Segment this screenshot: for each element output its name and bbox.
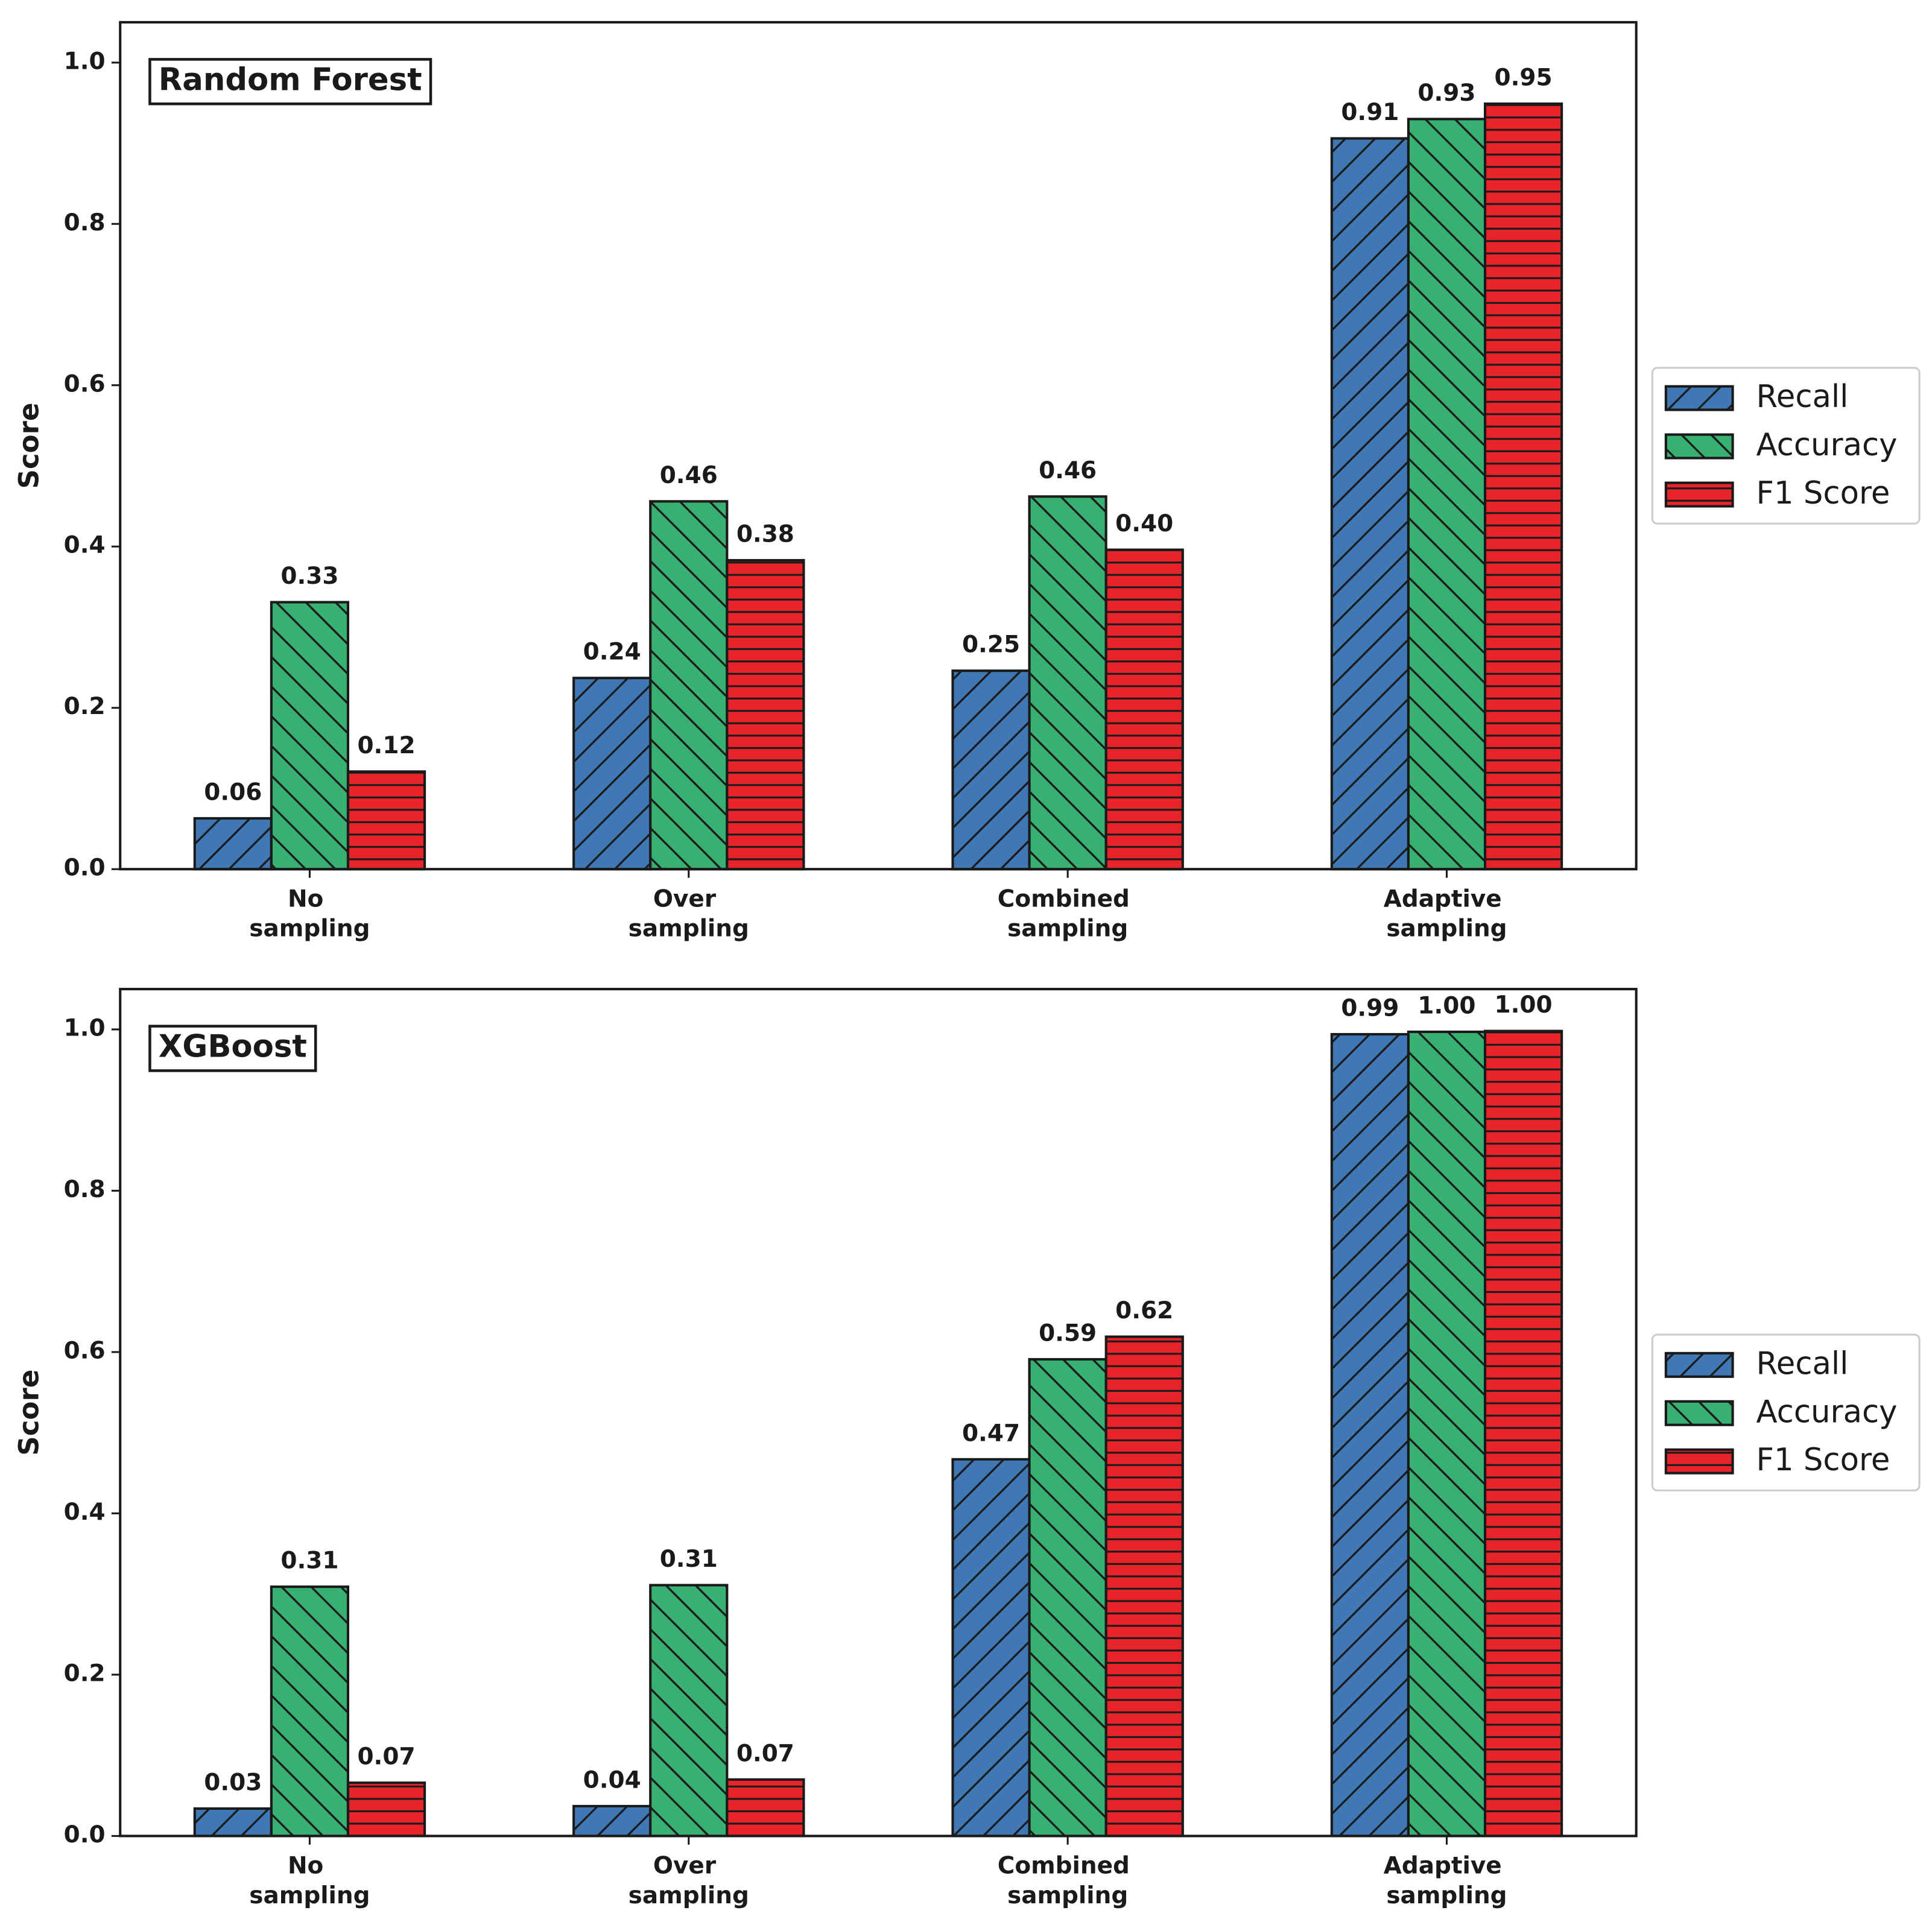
y-tick-label: 0.6: [64, 1337, 106, 1364]
legend-swatch: [1664, 433, 1734, 460]
legend-label: Recall: [1756, 379, 1849, 415]
bar: [270, 601, 350, 871]
value-label: 0.46: [660, 462, 718, 489]
legend: Recall Accuracy F1 Score: [1651, 1333, 1921, 1491]
legend: Recall Accuracy F1 Score: [1651, 367, 1921, 525]
legend-label: F1 Score: [1756, 1442, 1890, 1478]
title-box: [148, 58, 432, 106]
legend-swatch: [1664, 1400, 1734, 1426]
value-label: 0.31: [280, 1547, 338, 1575]
y-tick-label: 0.2: [64, 1660, 106, 1687]
y-tick-label: 0.4: [64, 532, 106, 559]
x-tick-label: Adaptive sampling: [1384, 1852, 1510, 1909]
legend-swatch: [1664, 1351, 1734, 1378]
x-tick-label: Adaptive sampling: [1384, 885, 1510, 942]
value-label: 0.99: [1341, 994, 1399, 1022]
y-tick-label: 0.2: [64, 693, 106, 720]
value-label: 0.06: [204, 779, 262, 806]
y-tick-label: 0.0: [64, 855, 106, 882]
x-tick-label: Over sampling: [629, 885, 749, 942]
bar: [649, 500, 729, 871]
y-tick-label: 1.0: [64, 1014, 106, 1042]
bar: [951, 669, 1031, 871]
bar: [1028, 1358, 1107, 1838]
bar: [726, 558, 805, 871]
legend-label: Accuracy: [1756, 1394, 1898, 1430]
value-label: 1.00: [1495, 991, 1553, 1019]
value-label: 0.46: [1039, 457, 1097, 484]
y-tick-label: 0.0: [64, 1821, 106, 1848]
x-tick-label: No sampling: [249, 1852, 370, 1909]
plot-frame: [119, 988, 1638, 1838]
value-label: 0.12: [357, 732, 415, 759]
legend-label: F1 Score: [1756, 475, 1890, 511]
bar: [1330, 137, 1410, 871]
value-label: 0.47: [962, 1420, 1020, 1447]
bar: [726, 1778, 805, 1838]
value-label: 0.62: [1115, 1297, 1173, 1324]
bar: [346, 770, 426, 871]
bar: [1104, 548, 1184, 871]
legend-swatch: [1664, 385, 1734, 411]
chart-title: Random Forest: [159, 62, 422, 98]
bar: [1330, 1032, 1410, 1838]
bar: [572, 1804, 652, 1838]
value-label: 0.24: [583, 639, 641, 666]
bar: [1104, 1335, 1184, 1838]
bar: [1483, 102, 1563, 871]
value-label: 0.40: [1115, 510, 1173, 537]
value-label: 0.04: [583, 1766, 641, 1794]
value-label: 0.07: [736, 1740, 794, 1767]
y-axis-label: Score: [13, 403, 45, 489]
y-tick-label: 0.4: [64, 1499, 106, 1526]
value-label: 0.31: [660, 1546, 718, 1573]
bar: [270, 1585, 350, 1838]
y-tick-label: 0.6: [64, 370, 106, 397]
legend-swatch: [1664, 1448, 1734, 1475]
x-tick-label: Over sampling: [629, 1852, 749, 1909]
value-label: 0.93: [1417, 80, 1475, 107]
bar: [1407, 1030, 1487, 1838]
chart-panel: 0.0 0.2 0.4 0.6 0.8 1.0 Score No sampling 0.06 0.…: [13, 21, 1921, 942]
y-tick-label: 0.8: [64, 209, 106, 236]
bar: [1028, 495, 1107, 871]
bar: [572, 677, 652, 871]
value-label: 1.00: [1417, 992, 1475, 1019]
bar: [193, 817, 273, 871]
chart-title: XGBoost: [159, 1028, 307, 1064]
value-label: 0.91: [1341, 99, 1399, 126]
bar: [951, 1458, 1031, 1838]
legend-label: Recall: [1756, 1345, 1849, 1382]
y-tick-label: 0.8: [64, 1176, 106, 1203]
plot-frame: [119, 21, 1638, 871]
value-label: 0.33: [280, 563, 338, 590]
value-label: 0.95: [1495, 64, 1553, 91]
value-label: 0.25: [962, 631, 1020, 659]
x-tick-label: Combined sampling: [998, 1852, 1138, 1909]
bar: [346, 1781, 426, 1838]
bar: [1483, 1029, 1563, 1838]
chart-panel: 0.0 0.2 0.4 0.6 0.8 1.0 Score No sampling 0.03 0.…: [13, 988, 1921, 1909]
bar: [1407, 118, 1487, 871]
bar: [193, 1807, 273, 1838]
y-tick-label: 1.0: [64, 48, 106, 75]
value-label: 0.59: [1039, 1320, 1097, 1347]
value-label: 0.03: [204, 1769, 262, 1796]
title-box: [148, 1025, 317, 1072]
x-tick-label: Combined sampling: [998, 885, 1138, 942]
x-tick-label: No sampling: [249, 885, 370, 942]
y-axis-label: Score: [13, 1370, 45, 1456]
value-label: 0.38: [736, 520, 794, 548]
legend-swatch: [1664, 481, 1734, 508]
bar: [649, 1584, 729, 1838]
legend-label: Accuracy: [1756, 427, 1898, 463]
value-label: 0.07: [357, 1743, 415, 1771]
